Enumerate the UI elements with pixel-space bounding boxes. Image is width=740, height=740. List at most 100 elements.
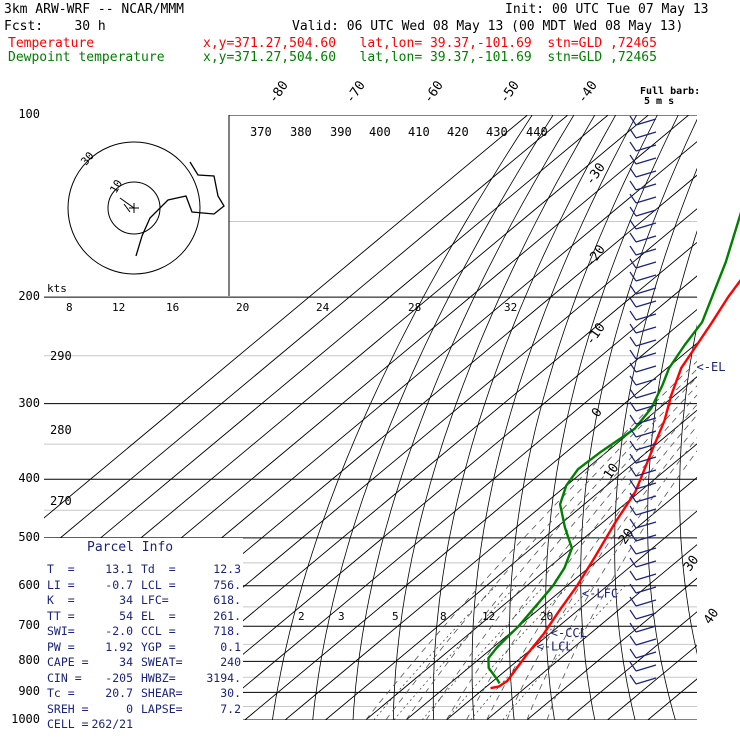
wind-barb [635, 287, 657, 295]
isotherm [244, 342, 697, 720]
wind-barb [635, 677, 657, 685]
wind-barb [629, 154, 637, 165]
model-title: 3km ARW-WRF -- NCAR/MMM [4, 2, 185, 17]
wind-barb [635, 300, 657, 308]
forecast-hour: Fcst: 30 h [4, 19, 106, 34]
wind-barb [635, 144, 657, 152]
parcel-value: PW = [47, 639, 75, 654]
wind-barb [629, 674, 637, 685]
wind-barb [629, 453, 637, 464]
barb-legend-value: 5 m s [644, 96, 674, 107]
wind-barb [629, 206, 637, 217]
isotherm-label: 10 [601, 461, 622, 482]
wind-barb [629, 401, 637, 412]
parcel-value: SWEAT= [141, 655, 183, 669]
dry-adiabat [711, 115, 740, 720]
parcel-value: EL = [141, 608, 176, 623]
wind-barb [635, 313, 657, 321]
isotherm-label: -20 [583, 242, 609, 270]
isotherm-label: 0 [589, 405, 606, 420]
temperature-legend: Temperature [8, 36, 95, 51]
wind-barb [635, 495, 657, 503]
isotherm-label: -70 [343, 78, 369, 106]
wind-barb [629, 128, 637, 139]
wind-barb [629, 505, 637, 516]
wind-barb [635, 443, 657, 451]
isotherm-label: -80 [266, 78, 292, 106]
hodograph-speed-tick-label: 16 [166, 301, 179, 314]
parcel-value: 261. [213, 608, 241, 623]
parcel-value: -205 [105, 670, 133, 685]
hodograph-speed-tick-label: 20 [236, 301, 249, 314]
wind-barb [629, 531, 637, 542]
wind-barb [629, 362, 637, 373]
level-marker: <-CCL [551, 626, 587, 640]
wind-barb [629, 323, 637, 334]
wind-barb [635, 183, 657, 191]
pressure-tick-label: 500 [18, 529, 40, 544]
pressure-tick-label: 800 [18, 653, 40, 668]
moist-adiabat [365, 360, 697, 720]
wind-barb [635, 430, 657, 438]
wind-barb [629, 141, 637, 152]
wind-barb [629, 115, 637, 126]
wind-barb [635, 404, 657, 412]
parcel-value: CCL = [141, 624, 176, 638]
parcel-info-box: Parcel Info T = 13.1 Td = 12.3 LI = -0.7 LCL =… [43, 538, 243, 731]
wind-barb [629, 167, 637, 178]
isotherm [607, 644, 697, 720]
isotherm [284, 376, 697, 720]
parcel-value: 756. [213, 577, 241, 592]
theta-label: 380 [290, 125, 312, 139]
mixing-ratio-label: 3 [338, 610, 345, 623]
hodograph-ring-outer [67, 141, 201, 275]
wind-barb [635, 547, 657, 555]
level-marker: <-EL [697, 360, 726, 374]
wind-barb [629, 570, 637, 581]
wind-barb [635, 482, 657, 490]
hodograph-speed-tick-label: 8 [66, 301, 73, 314]
theta-label: 400 [369, 125, 391, 139]
wind-barb [629, 375, 637, 386]
isotherm [446, 510, 697, 720]
dry-adiabat [614, 167, 697, 720]
wind-barb [635, 599, 657, 607]
parcel-value: 54 [119, 608, 133, 623]
moist-adiabat [405, 376, 697, 720]
level-marker: <-LCL [537, 640, 573, 654]
wind-barb [629, 232, 637, 243]
parcel-value: 0 [126, 701, 133, 716]
parcel-value: 262/21 [91, 717, 133, 731]
wind-barb [629, 596, 637, 607]
isotherm-label: -40 [575, 78, 601, 106]
wind-barb [629, 635, 637, 646]
wind-barb [635, 586, 657, 594]
valid-time: Valid: 06 UTC Wed 08 May 13 (00 MDT Wed … [292, 19, 684, 34]
wind-barb [629, 180, 637, 191]
parcel-value: -2.0 [105, 624, 133, 638]
wind-barb [635, 131, 657, 139]
parcel-value: 12.3 [213, 562, 241, 576]
hodograph-trace [135, 161, 225, 257]
parcel-value: 0.1 [220, 639, 241, 654]
wind-barb [635, 469, 657, 477]
isotherm [325, 409, 697, 720]
isotherm-label: 20 [616, 526, 637, 547]
theta-label: 420 [447, 125, 469, 139]
parcel-value: 718. [213, 624, 241, 638]
temperature-location: x,y=371.27,504.60 lat,lon= 39.37,-101.69… [203, 36, 657, 51]
mixing-ratio-label: 2 [298, 610, 305, 623]
theta-label: 430 [486, 125, 508, 139]
wind-barb [635, 612, 657, 620]
plot-area [44, 115, 740, 720]
wind-barb [629, 518, 637, 529]
level-marker: <-LFC [582, 587, 618, 601]
mixing-ratio-label: 12 [482, 610, 495, 623]
theta-label: 370 [250, 125, 272, 139]
isotherm-label: -60 [421, 78, 447, 106]
dewpoint-location: x,y=371.27,504.60 lat,lon= 39.37,-101.69… [203, 50, 657, 65]
parcel-info-title: Parcel Info [87, 540, 174, 555]
wind-barb [629, 193, 637, 204]
wind-barb [635, 170, 657, 178]
